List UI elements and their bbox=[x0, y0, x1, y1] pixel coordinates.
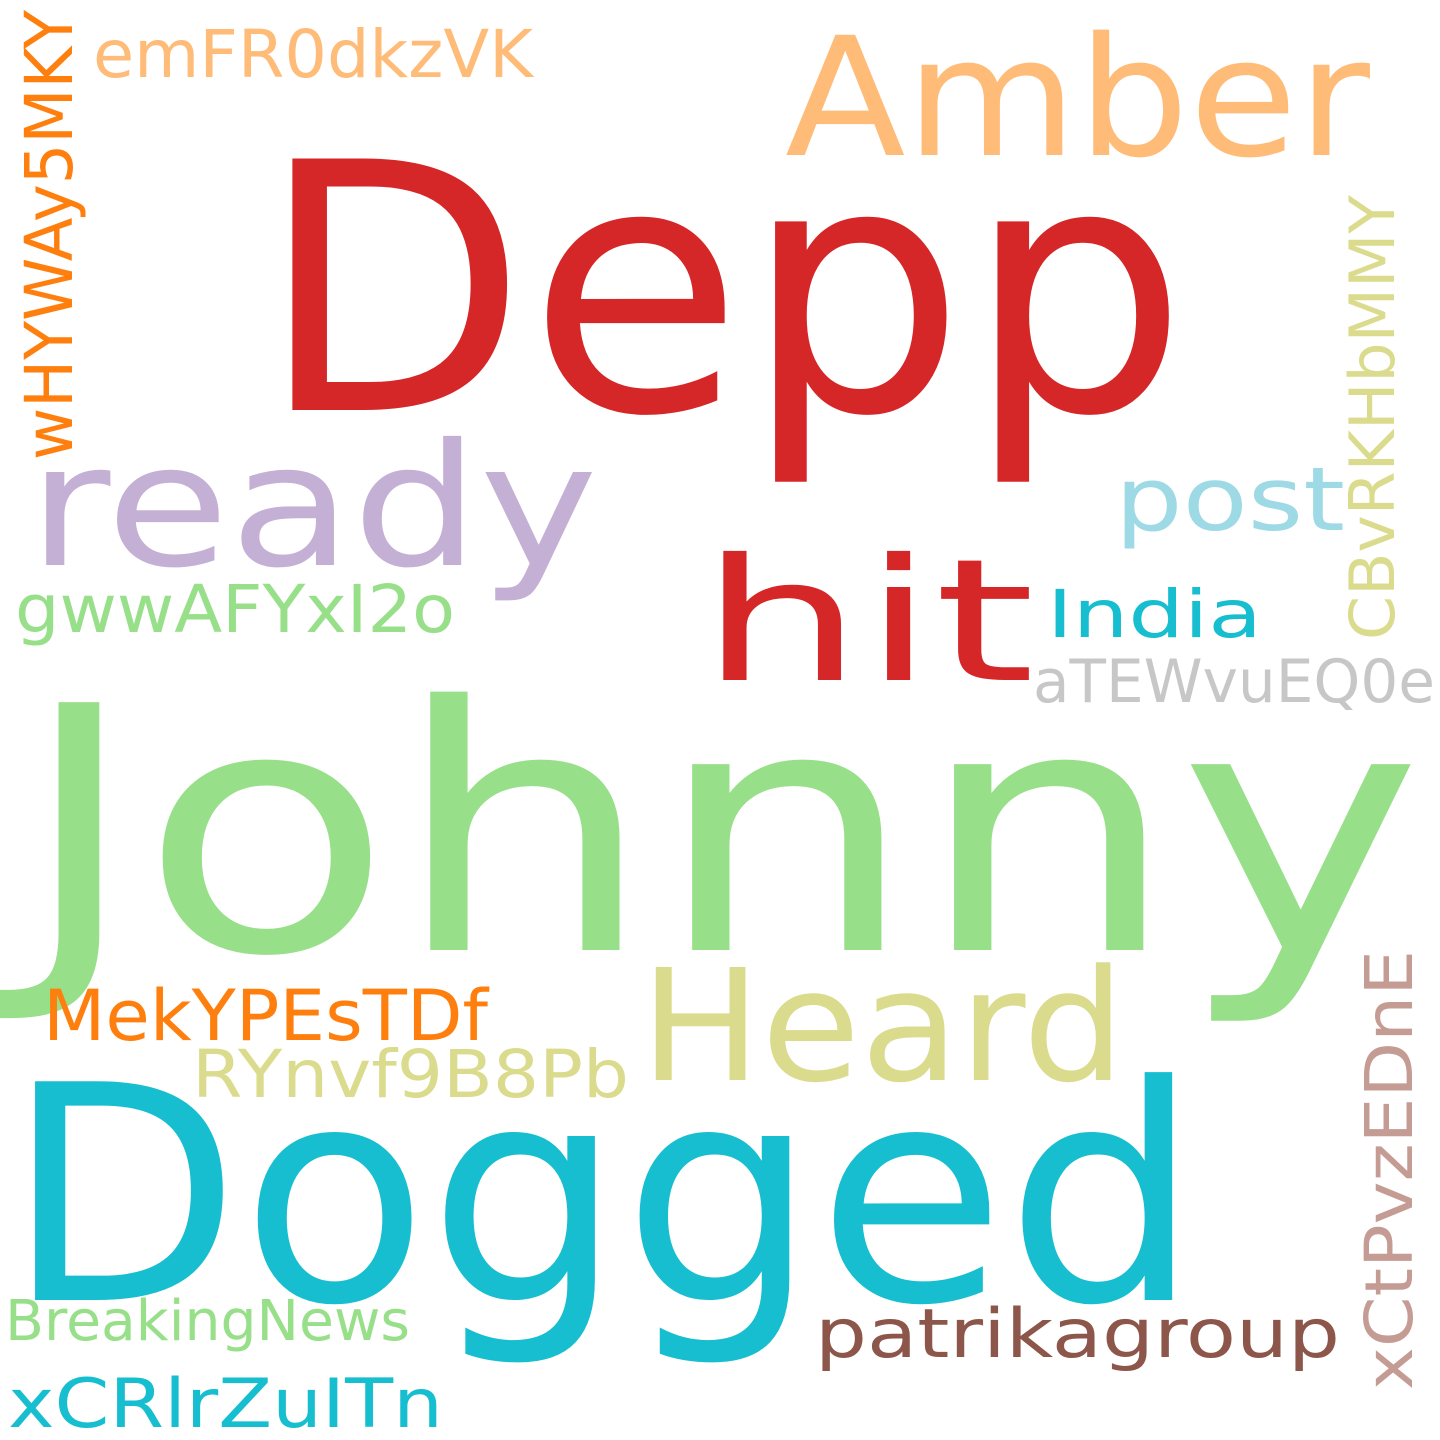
word-rynvf9b8pb: RYnvf9B8Pb bbox=[192, 1036, 629, 1113]
word-hit: hit bbox=[700, 523, 1035, 721]
word-cbvrkhbmmy: CBvRKHbMMY bbox=[1336, 195, 1409, 640]
word-emfr0dkzvk: emFR0dkzVK bbox=[93, 16, 535, 93]
word-mekypestdf: MekYPEsTDf bbox=[43, 975, 489, 1057]
word-amber: Amber bbox=[785, 2, 1370, 194]
word-patrikagroup: patrikagroup bbox=[815, 1295, 1340, 1374]
word-india: India bbox=[1047, 576, 1262, 653]
word-breakingnews: BreakingNews bbox=[5, 1289, 410, 1354]
word-gwwafyxi2o: gwwAFYxI2o bbox=[15, 571, 455, 648]
word-xctpvzedne: xCtPvzEDnE bbox=[1351, 950, 1428, 1390]
word-post: post bbox=[1115, 448, 1345, 551]
word-ready: ready bbox=[28, 408, 598, 606]
word-atewvueq0e: aTEWvuEQ0e bbox=[1033, 647, 1435, 717]
word-dogged: Dogged bbox=[5, 1022, 1200, 1371]
word-heard: Heard bbox=[640, 936, 1125, 1117]
word-depp: Depp bbox=[258, 91, 1188, 492]
word-whywaay5mky: wHYWAy5MKY bbox=[11, 9, 88, 460]
word-xcrlrzuitn: xCRlrZuITn bbox=[8, 1365, 443, 1440]
word-johnny: Johnny bbox=[0, 635, 1423, 1031]
